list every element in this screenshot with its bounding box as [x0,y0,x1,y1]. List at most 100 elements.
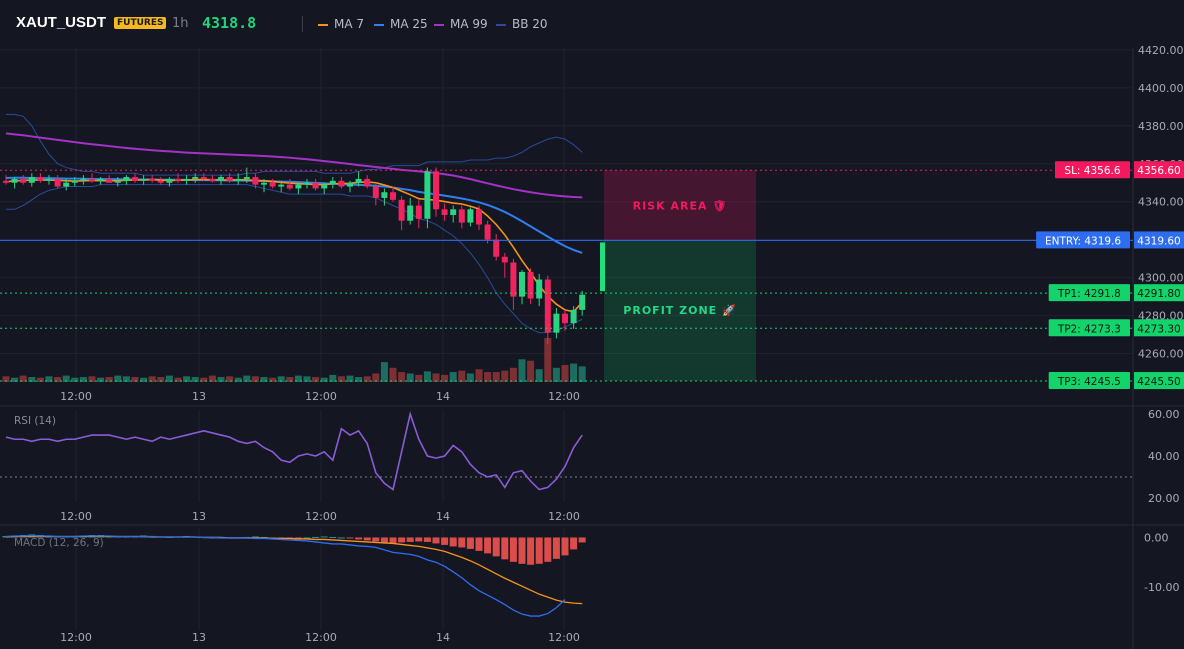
candle-body [398,199,405,221]
time-label-macd: 14 [436,631,450,644]
candle-body [476,209,482,225]
candle-body [295,184,302,189]
volume-bar [372,373,380,382]
candle-body [200,177,207,179]
candle-body [132,177,138,181]
volume-bar [28,377,36,382]
macd-histogram-bar [337,537,345,539]
volume-bar [148,376,156,382]
candle-body [579,294,586,310]
volume-bar [2,376,10,382]
candle-body [11,178,18,183]
volume-bar [36,377,44,382]
level-label: TP2: 4273.3 [1057,323,1121,335]
macd-histogram-bar [475,537,483,551]
candle-body [424,171,431,219]
volume-bar [269,377,277,382]
bb20-swatch [496,23,506,26]
macd-histogram-bar [372,537,380,542]
macd-histogram-bar [527,537,535,565]
chart-header: XAUT_USDT FUTURES 1h 4318.8 MA 7 MA 25 M… [0,0,1184,48]
rsi-line [5,411,583,491]
macd-histogram-bar [346,537,354,539]
volume-bar [492,372,500,382]
candle-body [312,182,319,189]
futures-badge: FUTURES [114,17,167,29]
candle-body [407,205,414,221]
ma25-swatch [374,23,384,26]
volume-bar [234,377,242,382]
legend-ma7-label: MA 7 [334,17,365,31]
candle-body [261,182,267,185]
volume-bar [208,375,216,382]
volume-bar [527,360,535,382]
volume-bar [458,370,466,382]
volume-bar [191,377,199,382]
volume-bar [97,377,105,382]
candle-body [510,262,517,297]
volume-bar [484,372,492,382]
volume-bar [449,372,457,382]
volume-bar [544,338,552,382]
candle-body [123,177,130,181]
candle-body [355,178,362,183]
symbol-label[interactable]: XAUT_USDT [16,14,107,31]
level-label-bg [1048,284,1130,302]
candle-body [80,178,87,181]
candle-body [54,178,61,187]
macd-histogram-bar [484,537,492,554]
candle-body [46,178,52,181]
macd-histogram-bar [363,537,371,541]
macd-histogram-bar [535,537,543,564]
volume-bar [312,377,320,382]
candle-body [390,192,396,200]
axis-price-tag-bg [1134,372,1184,390]
volume-bar [535,369,543,382]
legend-bb20[interactable]: BB 20 [496,17,548,31]
axis-price-tag: 4356.60 [1137,165,1180,177]
macd-histogram-bar [449,537,457,547]
ma99-swatch [434,23,444,26]
volume-bar [200,377,208,382]
candle-body [89,178,95,181]
time-label-macd: 13 [192,631,206,644]
volume-bar [165,375,173,382]
level-tag-2: TP1: 4291.8 4291.80 [1048,284,1184,302]
volume-bar [251,376,259,382]
legend-bb20-label: BB 20 [512,17,548,31]
bb-lower-line [6,184,583,334]
candle-body [183,178,190,181]
axis-price-tag-bg [1134,319,1184,337]
macd-histogram-bar [415,537,423,542]
legend-ma7[interactable]: MA 7 [318,17,364,31]
volume-bar [122,376,130,382]
legend-ma99[interactable]: MA 99 [434,17,488,31]
volume-bar [398,372,406,382]
candle-body [3,180,9,183]
candle-body [28,177,35,183]
volume-bar [226,376,234,382]
candle-body [106,178,113,183]
timeframe-label[interactable]: 1h [172,16,189,31]
candle-body [364,178,371,187]
candle-body [527,271,534,299]
candle-body [347,182,353,187]
candle-body [544,279,551,333]
time-label-price: 12:00 [305,390,337,403]
candle-body [329,180,336,185]
volume-bar [303,376,311,382]
time-label-rsi: 12:00 [548,510,580,523]
candle-body [519,271,525,297]
legend-ma25[interactable]: MA 25 [374,17,428,31]
volume-bar [71,377,79,382]
volume-bar [19,375,27,382]
volume-bar [509,367,517,382]
macd-histogram-bar [578,537,586,543]
profit-zone-label: PROFIT ZONE 🚀 [623,304,736,317]
macd-line [5,534,566,617]
volume-bar [260,377,268,382]
macd-tick-label: -10.00 [1144,581,1179,594]
level-label: TP3: 4245.5 [1057,376,1121,388]
axis-price-tag: 4291.80 [1137,288,1180,300]
